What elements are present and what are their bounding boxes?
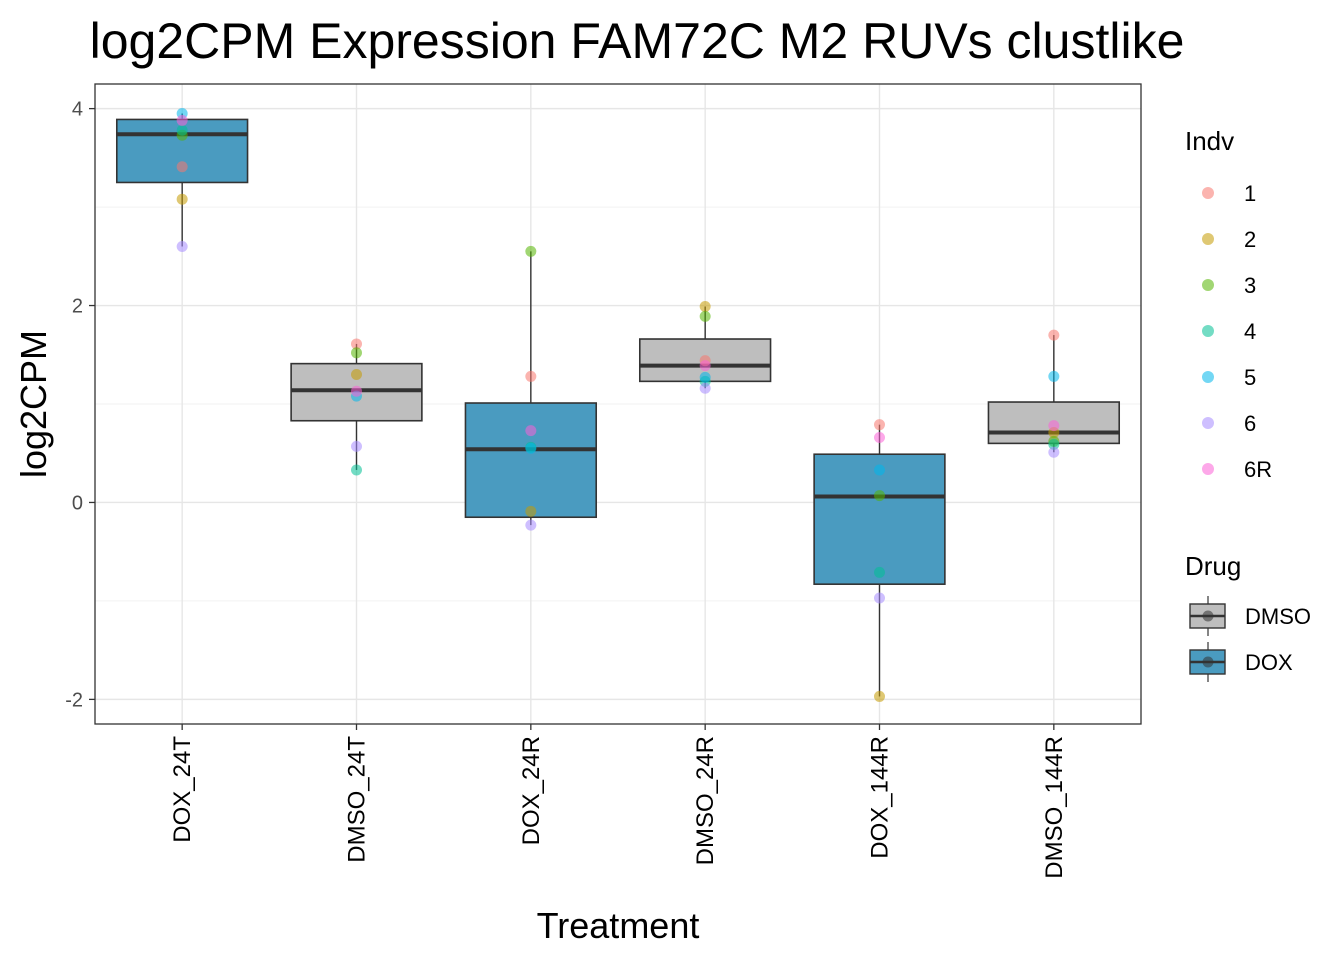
x-tick-label: DMSO_24T bbox=[344, 736, 371, 863]
legend-indv-title: Indv bbox=[1185, 126, 1234, 156]
data-point bbox=[1048, 438, 1060, 450]
data-point bbox=[176, 114, 188, 126]
legend-indv-label: 6R bbox=[1244, 457, 1272, 482]
data-point bbox=[874, 431, 885, 443]
data-point bbox=[874, 592, 885, 604]
data-point bbox=[1048, 420, 1060, 432]
legend-indv-key bbox=[1202, 371, 1214, 383]
legend-indv-label: 2 bbox=[1244, 227, 1256, 252]
data-point bbox=[874, 464, 885, 476]
box-body bbox=[464, 402, 598, 519]
legend-indv-label: 1 bbox=[1244, 181, 1256, 206]
legend-drug-title: Drug bbox=[1185, 551, 1241, 581]
x-tick-label: DMSO_24R bbox=[692, 736, 719, 865]
point-layer bbox=[176, 108, 1060, 702]
data-point bbox=[351, 440, 362, 452]
data-point bbox=[525, 370, 537, 382]
data-point bbox=[699, 301, 711, 313]
data-point bbox=[1048, 329, 1060, 341]
data-point bbox=[176, 161, 188, 173]
data-point bbox=[525, 442, 537, 454]
data-point bbox=[525, 519, 537, 531]
data-point bbox=[699, 310, 711, 322]
data-point bbox=[525, 245, 537, 257]
data-point bbox=[525, 505, 537, 517]
plot-border bbox=[94, 83, 1142, 725]
data-point bbox=[351, 464, 362, 476]
x-tick-label: DOX_24R bbox=[518, 736, 545, 845]
data-point bbox=[176, 240, 188, 252]
legend-drug-label: DMSO bbox=[1245, 604, 1311, 629]
chart-title: log2CPM Expression FAM72C M2 RUVs clustl… bbox=[90, 13, 1185, 69]
data-point bbox=[1048, 370, 1060, 382]
legend-drug-label: DOX bbox=[1245, 650, 1293, 675]
legend-indv-label: 5 bbox=[1244, 365, 1256, 390]
legend-indv-key bbox=[1202, 279, 1214, 291]
legend-indv: Indv 1 2 3 4 5 6 6R bbox=[1185, 126, 1272, 482]
legend-indv-label: 4 bbox=[1244, 319, 1256, 344]
axis-layer: -2 0 2 4 DOX_24T DMSO_24T DOX_24R DMSO_24R DOX_1… bbox=[65, 99, 1068, 879]
data-point bbox=[874, 419, 885, 431]
data-point bbox=[351, 347, 362, 359]
data-point bbox=[699, 382, 711, 394]
data-point bbox=[176, 193, 188, 205]
data-point bbox=[1048, 446, 1060, 458]
y-tick-label: -2 bbox=[65, 689, 83, 711]
legend-indv-key bbox=[1202, 233, 1214, 245]
data-point bbox=[525, 425, 537, 437]
legend-indv-key bbox=[1202, 417, 1214, 429]
data-point bbox=[699, 371, 711, 383]
legend-drug-point bbox=[1202, 610, 1214, 622]
box-body bbox=[813, 453, 946, 585]
data-point bbox=[874, 566, 885, 578]
legend-indv-key bbox=[1202, 463, 1214, 475]
legend-indv-label: 6 bbox=[1244, 411, 1256, 436]
legend-drug: Drug DMSO DOX bbox=[1185, 551, 1311, 682]
x-tick-label: DOX_144R bbox=[867, 736, 894, 859]
y-tick-label: 4 bbox=[72, 99, 83, 121]
y-tick-label: 2 bbox=[72, 296, 83, 318]
data-point bbox=[699, 360, 711, 372]
legend-drug-point bbox=[1202, 656, 1214, 668]
legend-indv-key bbox=[1202, 187, 1214, 199]
data-point bbox=[874, 490, 885, 502]
y-axis-label: log2CPM bbox=[13, 330, 54, 478]
data-point bbox=[351, 385, 362, 397]
data-point bbox=[176, 124, 188, 136]
y-tick-label: 0 bbox=[72, 492, 83, 514]
data-point bbox=[874, 690, 885, 702]
legend-indv-label: 3 bbox=[1244, 273, 1256, 298]
x-axis-label: Treatment bbox=[537, 905, 700, 946]
x-tick-label: DOX_24T bbox=[169, 736, 196, 843]
data-point bbox=[351, 338, 362, 350]
legend-indv-key bbox=[1202, 325, 1214, 337]
x-tick-label: DMSO_144R bbox=[1041, 736, 1068, 879]
data-point bbox=[351, 368, 362, 380]
